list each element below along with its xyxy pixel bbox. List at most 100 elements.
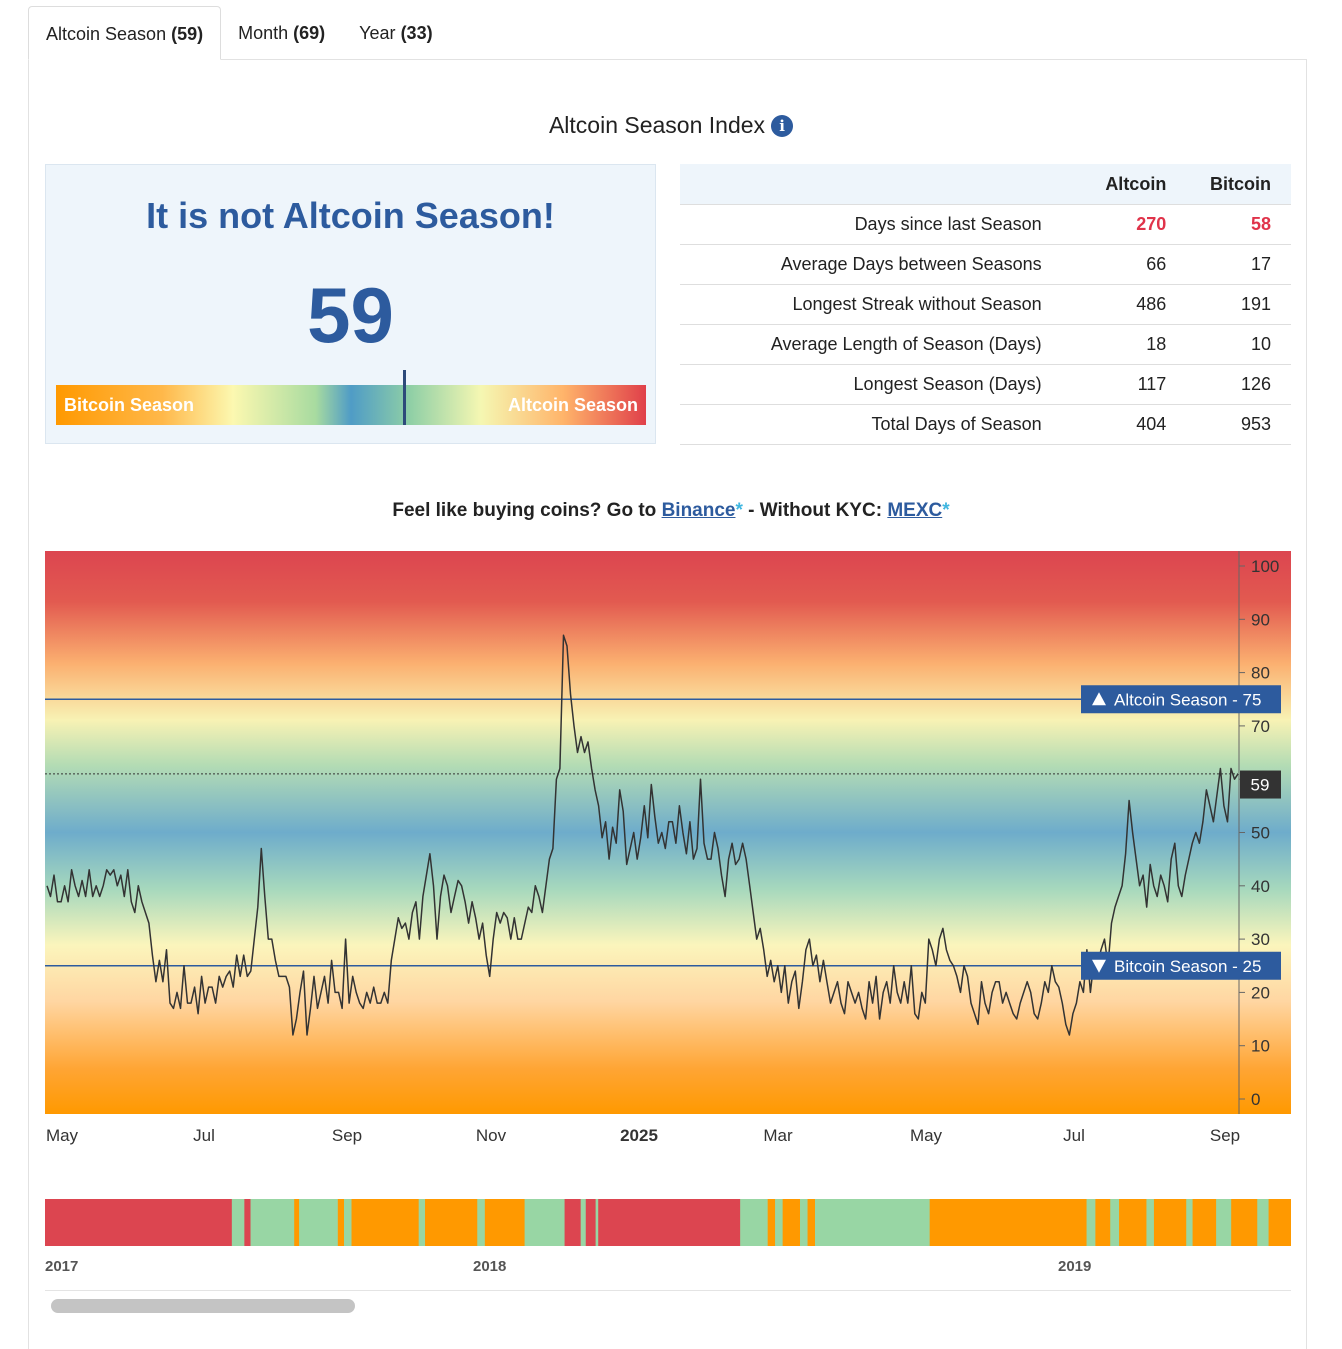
y-tick-label: 10 (1251, 1037, 1270, 1056)
x-tick-label: Sep (332, 1126, 362, 1145)
y-tick-label: 50 (1251, 824, 1270, 843)
navigator-segment (425, 1199, 478, 1246)
tab-year[interactable]: Year (33) (342, 6, 449, 60)
y-tick-label: 100 (1251, 557, 1279, 576)
binance-link[interactable]: Binance (661, 500, 736, 521)
navigator-scrollbar[interactable] (45, 1290, 1291, 1321)
navigator-segment (299, 1199, 338, 1246)
index-value: 59 (307, 271, 394, 359)
flag-box (1081, 951, 1281, 980)
y-tick-label: 80 (1251, 664, 1270, 683)
current-value-label: 59 (1251, 776, 1270, 795)
x-tick-label: May (910, 1126, 943, 1145)
mexc-link[interactable]: MEXC (887, 500, 943, 521)
navigator-year-label: 2019 (1058, 1258, 1091, 1275)
row-altcoin-value: 18 (1081, 324, 1187, 365)
navigator-segment (484, 1199, 525, 1246)
navigator-segment (1192, 1199, 1217, 1246)
tab-label: Month (238, 23, 289, 43)
table-header-bitcoin: Bitcoin (1186, 164, 1291, 205)
flag-label: Bitcoin Season - 25 (1114, 957, 1261, 976)
current-value-box (1240, 770, 1281, 799)
navigator-year-label: 2017 (45, 1258, 78, 1275)
row-label: Longest Streak without Season (680, 284, 1082, 325)
y-tick-label: 0 (1251, 1090, 1260, 1109)
triangle-down-icon (1092, 959, 1106, 973)
flag-box (1081, 685, 1281, 714)
x-tick-label: May (46, 1126, 79, 1145)
navigator-segment (337, 1199, 345, 1246)
tab-altcoin-season[interactable]: Altcoin Season (59) (28, 6, 222, 60)
gauge-bitcoin-label: Bitcoin Season (64, 395, 195, 415)
row-label: Total Days of Season (680, 404, 1082, 445)
navigator-segment (418, 1199, 426, 1246)
navigator-segment (1186, 1199, 1193, 1246)
navigator-segment (1095, 1199, 1111, 1246)
scrollbar-thumb[interactable] (51, 1299, 355, 1313)
promo-text-2: - Without KYC: (748, 500, 883, 521)
index-series (46, 634, 1239, 1036)
navigator-segment (351, 1199, 419, 1246)
navigator-segment (595, 1199, 599, 1246)
row-label: Average Length of Season (Days) (680, 324, 1082, 365)
row-bitcoin-value: 953 (1186, 404, 1291, 445)
navigator-segment (815, 1199, 930, 1246)
tab-bar: Altcoin Season (59) Month (69) Year (33) (28, 6, 450, 60)
navigator-segment (564, 1199, 581, 1246)
season-stats-table: Altcoin Bitcoin Days since last Season 2… (680, 164, 1291, 445)
navigator-segment (244, 1199, 251, 1246)
x-tick-label: 2025 (620, 1126, 658, 1145)
row-altcoin-value: 270 (1081, 204, 1187, 245)
table-row: Average Days between Seasons 66 17 (680, 244, 1291, 285)
table-row: Longest Streak without Season 486 191 (680, 284, 1291, 325)
season-threshold-lines (45, 698, 1238, 967)
y-tick-label: 90 (1251, 610, 1270, 629)
navigator-segment (782, 1199, 801, 1246)
navigator-segment (1257, 1199, 1269, 1246)
status-headline: It is not Altcoin Season! (146, 195, 555, 236)
x-axis: May Jul Sep Nov 2025 Mar May Jul Sep (46, 1126, 1240, 1145)
navigator-segment (800, 1199, 808, 1246)
x-tick-label: Sep (1210, 1126, 1240, 1145)
promo-text: Feel like buying coins? Go to Binance* -… (0, 500, 1342, 522)
table-header-blank (680, 164, 1082, 205)
navigator-segment (250, 1199, 295, 1246)
navigator-segment (598, 1199, 741, 1246)
row-bitcoin-value: 17 (1186, 244, 1291, 285)
navigator-segment (807, 1199, 816, 1246)
y-tick-label: 20 (1251, 983, 1270, 1002)
chart-navigator[interactable]: 2017 2018 2019 (45, 1199, 1291, 1275)
current-value-flag: 59 (1240, 770, 1281, 799)
gauge-marker (402, 370, 406, 425)
navigator-segment (1110, 1199, 1120, 1246)
row-altcoin-value: 66 (1081, 244, 1187, 285)
triangle-up-icon (1092, 692, 1106, 706)
row-altcoin-value: 486 (1081, 284, 1187, 325)
tab-value: (59) (171, 24, 204, 44)
navigator-segment (1119, 1199, 1147, 1246)
x-tick-label: Mar (763, 1126, 793, 1145)
page-title: Altcoin Season Index i (0, 112, 1342, 139)
row-bitcoin-value: 126 (1186, 364, 1291, 405)
altcoin-index-chart: 0102030405060708090100 MayJulSepNov2025M… (45, 551, 1291, 1275)
table-row: Longest Season (Days) 117 126 (680, 364, 1291, 405)
page-title-text: Altcoin Season Index (548, 112, 766, 138)
y-tick-label: 40 (1251, 877, 1270, 896)
row-altcoin-value: 117 (1081, 364, 1187, 405)
altcoin-season-flag: Altcoin Season - 75 (1081, 685, 1281, 714)
y-tick-label: 70 (1251, 717, 1270, 736)
y-tick-label: 30 (1251, 930, 1270, 949)
navigator-year-label: 2018 (473, 1258, 506, 1275)
row-bitcoin-value: 10 (1186, 324, 1291, 365)
tab-value: (33) (400, 23, 433, 43)
tab-value: (69) (293, 23, 326, 43)
table-row: Days since last Season 270 58 (680, 204, 1291, 245)
tab-month[interactable]: Month (69) (221, 6, 342, 60)
navigator-segment (524, 1199, 565, 1246)
info-icon[interactable]: i (771, 115, 794, 137)
table-row: Total Days of Season 404 953 (680, 404, 1291, 445)
table-row: Average Length of Season (Days) 18 10 (680, 324, 1291, 365)
row-label: Longest Season (Days) (680, 364, 1082, 405)
navigator-segment (1086, 1199, 1096, 1246)
flag-label: Altcoin Season - 75 (1114, 690, 1261, 709)
